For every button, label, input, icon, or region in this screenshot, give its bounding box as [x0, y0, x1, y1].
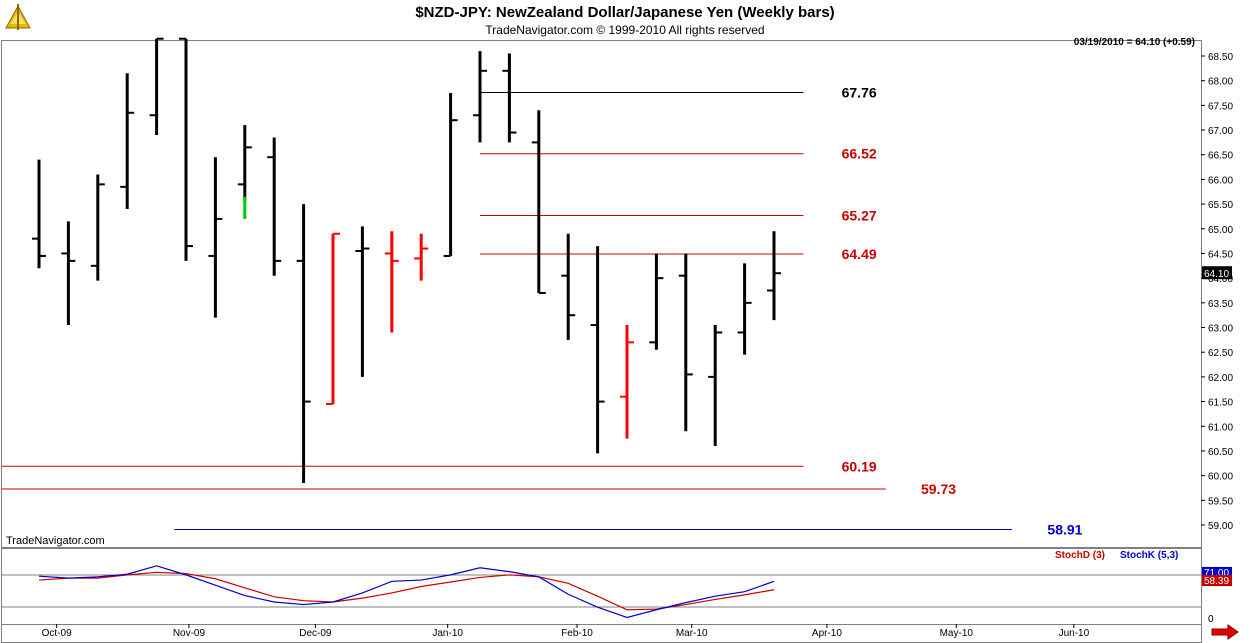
legend-stoch-k: StochK (5,3): [1120, 550, 1179, 561]
x-tick-label: Dec-09: [299, 628, 332, 639]
ohlc-bar: [237, 125, 252, 219]
scroll-right-icon[interactable]: [1211, 624, 1239, 640]
indicator-panel-frame: [1, 548, 1202, 625]
x-tick-label: Oct-09: [42, 628, 72, 639]
level-label: 58.91: [1047, 521, 1082, 537]
y-tick-label: 65.50: [1208, 200, 1233, 211]
y-tick-label: 59.50: [1208, 496, 1233, 507]
y-tick-label: 65.00: [1208, 225, 1233, 236]
x-tick-label: May-10: [940, 628, 974, 639]
x-tick-label: Jan-10: [432, 628, 463, 639]
last-value-badge: [1202, 266, 1232, 280]
y-tick-label: 64.50: [1208, 249, 1233, 260]
ohlc-bar: [208, 157, 223, 318]
ohlc-bar: [384, 231, 399, 333]
y-tick-label: 64.00: [1208, 274, 1233, 285]
ohlc-bar: [767, 231, 781, 321]
ohlc-bar: [443, 93, 458, 257]
ohlc-bar: [61, 221, 76, 326]
ohlc-bar: [149, 37, 164, 135]
chart-subtitle: TradeNavigator.com © 1999-2010 All right…: [485, 23, 765, 37]
price-panel-frame: [1, 40, 1202, 548]
ohlc-bar: [473, 51, 487, 143]
y-tick-label: 62.50: [1208, 348, 1233, 359]
ohlc-bar: [502, 53, 517, 143]
last-value-badge-text: 64.10: [1204, 269, 1229, 280]
stoch-zero-label: 0: [1208, 614, 1214, 625]
level-label: 64.49: [842, 246, 877, 262]
ohlc-bar: [120, 73, 135, 210]
ohlc-bar: [620, 325, 634, 439]
level-label: 67.76: [842, 85, 877, 101]
ohlc-bar: [737, 263, 752, 355]
y-tick-label: 67.50: [1208, 101, 1233, 112]
y-tick-label: 59.00: [1208, 521, 1233, 532]
ohlc-bar: [326, 232, 340, 406]
y-tick-label: 66.50: [1208, 151, 1233, 162]
watermark-text: TradeNavigator.com: [6, 535, 105, 547]
ohlc-bar: [32, 159, 46, 269]
stoch-series-line: [38, 565, 775, 619]
level-label: 66.52: [842, 146, 877, 162]
x-tick-label: Mar-10: [676, 628, 708, 639]
ohlc-bar: [561, 233, 576, 340]
legend-stoch-d: StochD (3): [1055, 550, 1105, 561]
y-tick-label: 63.50: [1208, 299, 1233, 310]
ohlc-bar: [649, 253, 664, 350]
y-tick-label: 66.00: [1208, 175, 1233, 186]
x-tick-label: Feb-10: [561, 628, 593, 639]
ohlc-bar: [678, 253, 693, 432]
x-tick-label: Apr-10: [812, 628, 842, 639]
sextant-logo-icon: [5, 4, 31, 30]
ohlc-bar: [296, 204, 311, 484]
level-label: 59.73: [921, 481, 956, 497]
y-tick-label: 61.00: [1208, 422, 1233, 433]
y-tick-label: 63.00: [1208, 324, 1233, 335]
y-tick-label: 62.00: [1208, 373, 1233, 384]
x-tick-label: Jun-10: [1059, 628, 1090, 639]
ohlc-bar: [590, 246, 605, 454]
y-tick-label: 60.50: [1208, 447, 1233, 458]
ohlc-bar: [355, 226, 370, 377]
ohlc-bar: [531, 110, 546, 294]
y-tick-label: 60.00: [1208, 472, 1233, 483]
y-tick-label: 68.00: [1208, 77, 1233, 88]
last-price-label: 03/19/2010 = 64.10 (+0.59): [1073, 37, 1195, 48]
chart-title: $NZD-JPY: NewZealand Dollar/Japanese Yen…: [415, 4, 835, 21]
y-tick-label: 68.50: [1208, 52, 1233, 63]
ohlc-bar: [414, 233, 429, 281]
stoch-value-badge-text: 58.39: [1204, 576, 1229, 587]
ohlc-bar: [267, 137, 282, 276]
stoch-value-badge: [1202, 575, 1232, 587]
ohlc-bar: [708, 325, 723, 447]
x-tick-label: Nov-09: [173, 628, 206, 639]
level-label: 65.27: [842, 207, 877, 223]
level-label: 60.19: [842, 458, 877, 474]
stoch-value-badge-text: 71.00: [1204, 568, 1229, 579]
stoch-series-line: [38, 571, 775, 611]
y-tick-label: 67.00: [1208, 126, 1233, 137]
ohlc-bar: [90, 174, 105, 281]
ohlc-bar: [179, 37, 193, 261]
stoch-value-badge: [1202, 566, 1232, 578]
y-tick-label: 61.50: [1208, 398, 1233, 409]
